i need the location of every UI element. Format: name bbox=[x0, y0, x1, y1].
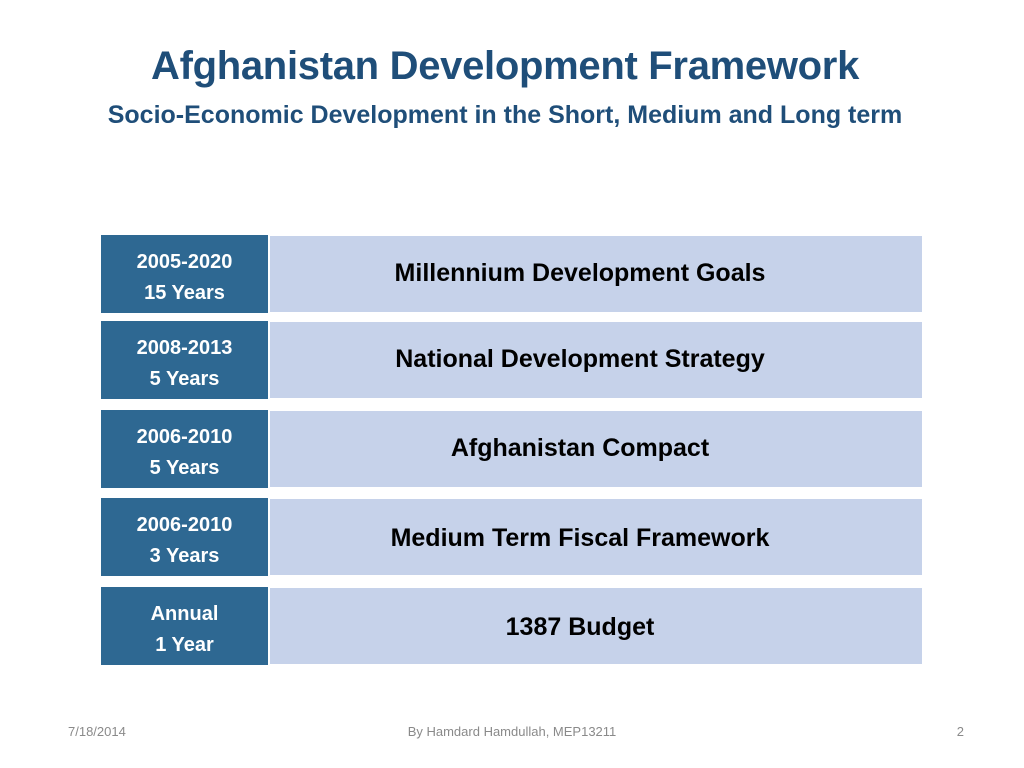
footer-date: 7/18/2014 bbox=[68, 724, 126, 739]
period-years: Annual bbox=[150, 603, 219, 625]
period-box: 2005-2020 15 Years bbox=[101, 235, 270, 313]
row-label: Medium Term Fiscal Framework bbox=[390, 524, 770, 552]
slide-subtitle: Socio-Economic Development in the Short,… bbox=[107, 101, 903, 129]
period-duration: 3 Years bbox=[149, 545, 220, 567]
period-years: 2005-2020 bbox=[136, 251, 233, 273]
period-duration: 5 Years bbox=[149, 368, 220, 390]
framework-row-compact: 2006-2010 5 Years Afghanistan Compact bbox=[101, 410, 922, 488]
period-box: 2006-2010 5 Years bbox=[101, 410, 270, 488]
framework-row-mdg: 2005-2020 15 Years Millennium Developmen… bbox=[101, 235, 922, 313]
slide-title: Afghanistan Development Framework bbox=[150, 44, 860, 88]
row-label: Millennium Development Goals bbox=[394, 259, 766, 287]
period-years: 2006-2010 bbox=[136, 514, 233, 536]
period-duration: 1 Year bbox=[155, 634, 214, 656]
framework-row-mtff: 2006-2010 3 Years Medium Term Fiscal Fra… bbox=[101, 498, 922, 576]
period-box: 2006-2010 3 Years bbox=[101, 498, 270, 576]
row-label: 1387 Budget bbox=[505, 613, 655, 641]
period-years: 2006-2010 bbox=[136, 426, 233, 448]
period-box: 2008-2013 5 Years bbox=[101, 321, 270, 399]
row-label: Afghanistan Compact bbox=[450, 434, 710, 462]
footer-page-number: 2 bbox=[956, 724, 964, 739]
framework-row-nds: 2008-2013 5 Years National Development S… bbox=[101, 321, 922, 399]
period-duration: 5 Years bbox=[149, 457, 220, 479]
footer-author: By Hamdard Hamdullah, MEP13211 bbox=[407, 724, 617, 739]
period-box: Annual 1 Year bbox=[101, 587, 270, 665]
row-label: National Development Strategy bbox=[395, 345, 765, 373]
framework-row-budget: Annual 1 Year 1387 Budget bbox=[101, 587, 922, 665]
period-duration: 15 Years bbox=[144, 282, 225, 304]
period-years: 2008-2013 bbox=[136, 337, 233, 359]
